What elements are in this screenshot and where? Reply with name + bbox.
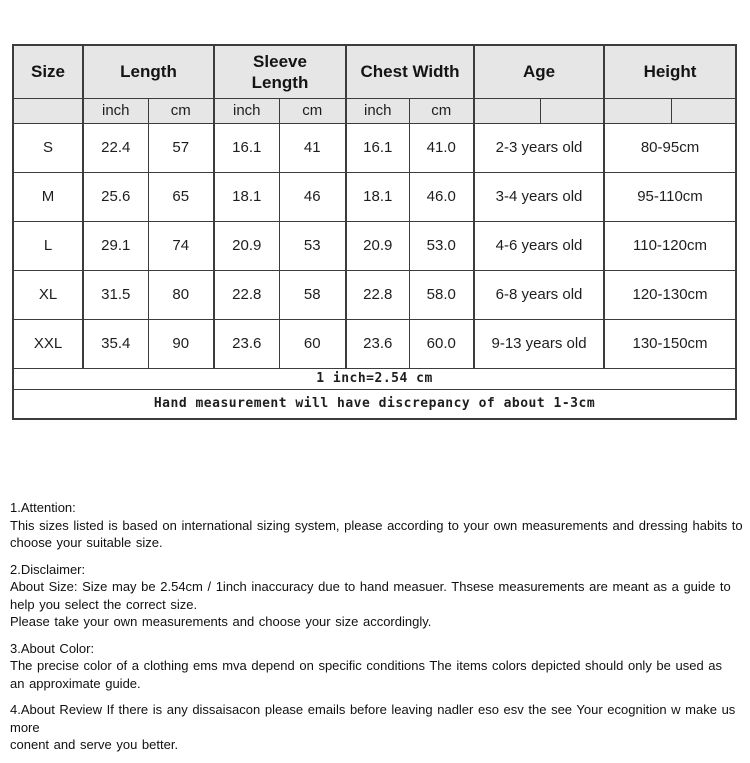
unit-row: inch cm inch cm inch cm (12, 97, 737, 124)
cell-chest-cm: 41.0 (408, 122, 475, 173)
note-row-inch-conversion: 1 inch=2.54 cm (12, 367, 737, 390)
cell-chest-cm: 58.0 (408, 269, 475, 320)
cell-length-inch: 22.4 (82, 122, 149, 173)
cell-chest-inch: 18.1 (345, 171, 410, 222)
about-review-text-line2: conent and serve you better. (10, 737, 179, 752)
column-header-age: Age (473, 44, 605, 99)
cell-length-cm: 65 (147, 171, 215, 222)
cell-sleeve-cm: 60 (278, 318, 347, 369)
cell-size: L (12, 220, 84, 271)
disclaimer-text-line2: Please take your own measurements and ch… (10, 614, 432, 629)
hand-measurement-note: Hand measurement will have discrepancy o… (12, 388, 737, 420)
cell-chest-cm: 53.0 (408, 220, 475, 271)
cell-height: 120-130cm (603, 269, 737, 320)
cell-height: 130-150cm (603, 318, 737, 369)
cell-age: 2-3 years old (473, 122, 605, 173)
cell-chest-cm: 60.0 (408, 318, 475, 369)
disclaimer-section: 2.Disclaimer: About Size: Size may be 2.… (10, 561, 744, 631)
cell-age: 6-8 years old (473, 269, 605, 320)
info-block: 1.Attention: This sizes listed is based … (10, 499, 744, 763)
unit-cell-chest-cm: cm (408, 97, 475, 124)
cell-length-inch: 35.4 (82, 318, 149, 369)
unit-cell-empty (12, 97, 84, 124)
table-row-m: M 25.6 65 18.1 46 18.1 46.0 3-4 years ol… (12, 171, 737, 222)
unit-cell-sleeve-cm: cm (278, 97, 347, 124)
cell-sleeve-inch: 23.6 (213, 318, 280, 369)
cell-size: XXL (12, 318, 84, 369)
cell-sleeve-inch: 18.1 (213, 171, 280, 222)
unit-cell-sleeve-inch: inch (213, 97, 280, 124)
cell-length-inch: 29.1 (82, 220, 149, 271)
cell-age: 4-6 years old (473, 220, 605, 271)
cell-length-inch: 31.5 (82, 269, 149, 320)
unit-cell-length-cm: cm (147, 97, 215, 124)
note-row-hand-measurement: Hand measurement will have discrepancy o… (12, 388, 737, 420)
cell-sleeve-cm: 41 (278, 122, 347, 173)
unit-cell-chest-inch: inch (345, 97, 410, 124)
cell-chest-cm: 46.0 (408, 171, 475, 222)
about-review-text-line1: 4.About Review If there is any dissaisac… (10, 702, 736, 735)
cell-chest-inch: 20.9 (345, 220, 410, 271)
cell-length-cm: 57 (147, 122, 215, 173)
cell-height: 95-110cm (603, 171, 737, 222)
unit-cell-length-inch: inch (82, 97, 149, 124)
unit-cell-height-right (670, 97, 737, 124)
cell-size: S (12, 122, 84, 173)
attention-text: This sizes listed is based on internatio… (10, 517, 743, 551)
column-header-chest-width: Chest Width (344, 44, 475, 99)
cell-age: 9-13 years old (473, 318, 605, 369)
about-color-text-line1: The precise color of a clothing ems mva … (10, 658, 723, 673)
cell-height: 110-120cm (603, 220, 737, 271)
column-header-size: Size (12, 44, 84, 99)
unit-cell-age-left (473, 97, 541, 124)
cell-height: 80-95cm (603, 122, 737, 173)
unit-cell-age-right (539, 97, 605, 124)
table-row-s: S 22.4 57 16.1 41 16.1 41.0 2-3 years ol… (12, 122, 737, 173)
column-header-length: Length (82, 44, 215, 99)
cell-age: 3-4 years old (473, 171, 605, 222)
attention-title: 1.Attention: (10, 500, 76, 515)
inch-conversion-note: 1 inch=2.54 cm (12, 367, 737, 390)
size-chart-table: Size Length Sleeve Length Chest Width Ag… (12, 44, 738, 420)
column-header-height: Height (603, 44, 737, 99)
cell-chest-inch: 16.1 (345, 122, 410, 173)
table-row-xxl: XXL 35.4 90 23.6 60 23.6 60.0 9-13 years… (12, 318, 737, 369)
cell-length-cm: 80 (147, 269, 215, 320)
cell-length-inch: 25.6 (82, 171, 149, 222)
cell-sleeve-cm: 46 (278, 171, 347, 222)
cell-sleeve-cm: 53 (278, 220, 347, 271)
cell-sleeve-cm: 58 (278, 269, 347, 320)
cell-size: XL (12, 269, 84, 320)
cell-length-cm: 90 (147, 318, 215, 369)
about-color-text-line2: an approximate guide. (10, 675, 141, 691)
unit-cell-height-left (603, 97, 672, 124)
cell-sleeve-inch: 22.8 (213, 269, 280, 320)
attention-section: 1.Attention: This sizes listed is based … (10, 499, 744, 552)
column-header-sleeve-length: Sleeve Length (213, 44, 347, 99)
cell-chest-inch: 22.8 (345, 269, 410, 320)
about-review-section: 4.About Review If there is any dissaisac… (10, 701, 744, 754)
cell-sleeve-inch: 16.1 (213, 122, 280, 173)
cell-chest-inch: 23.6 (345, 318, 410, 369)
cell-sleeve-inch: 20.9 (213, 220, 280, 271)
about-color-title: 3.About Color: (10, 640, 95, 656)
table-row-l: L 29.1 74 20.9 53 20.9 53.0 4-6 years ol… (12, 220, 737, 271)
cell-size: M (12, 171, 84, 222)
header-row: Size Length Sleeve Length Chest Width Ag… (12, 44, 737, 99)
table-row-xl: XL 31.5 80 22.8 58 22.8 58.0 6-8 years o… (12, 269, 737, 320)
disclaimer-text-line1: About Size: Size may be 2.54cm / 1inch i… (10, 579, 731, 612)
disclaimer-title: 2.Disclaimer: (10, 561, 86, 577)
cell-length-cm: 74 (147, 220, 215, 271)
about-color-section: 3.About Color: The precise color of a cl… (10, 640, 744, 693)
